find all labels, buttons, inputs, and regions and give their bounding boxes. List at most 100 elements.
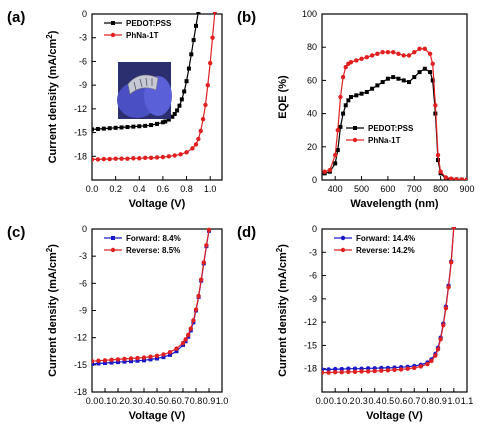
data-point [340,74,346,80]
y-tick-label: -12 [74,333,87,343]
legend-marker [110,32,116,38]
legend-marker [111,236,115,240]
data-point [154,155,160,160]
data-point [322,169,327,174]
data-point [163,119,168,124]
data-point [102,358,108,363]
data-point [177,103,182,108]
data-point [101,156,107,162]
data-point [155,121,159,126]
data-point [148,354,153,359]
x-tick-label: 600 [380,184,395,194]
data-point [422,46,428,52]
data-point [436,158,440,163]
x-axis-label: Wavelength (nm) [350,198,439,210]
y-axis-label-main: Current density (mA/cm [47,252,59,377]
data-point [348,59,354,65]
panel-c: (c) 0.0 0.1 0.2 0.3 0.4 0.5 0.6 0.7 0.8 0.9 1.0 0 -3 -… [7,224,228,422]
data-point [95,127,100,132]
y-axis-label-sup: 2 [45,247,54,252]
y-axis-label-main: Current density (mA/cm [47,39,59,164]
y-tick-label: 0 [312,175,317,185]
x-tick-label: 0.4 [133,184,146,194]
data-point [203,102,208,108]
data-point [142,155,148,161]
x-tick-label: 0.0 [86,396,99,406]
y-axis-label: Current density (mA/cm2) [275,244,289,377]
data-point [190,146,195,151]
data-point [92,361,94,366]
data-point [428,70,433,75]
panel-label: (b) [237,9,256,26]
x-tick-label: 1.1 [461,396,474,406]
x-axis-label: Voltage (V) [129,410,186,422]
data-point [142,358,146,363]
data-point [396,51,401,57]
data-point [443,305,449,311]
data-point [141,355,147,360]
y-axis-label: EQE (%) [277,75,289,119]
data-point [396,76,401,81]
y-tick-label: -18 [304,364,317,374]
data-point [335,148,340,153]
series-1 [322,227,457,375]
data-point [148,155,154,161]
legend-label: PhNa-1T [368,136,401,145]
data-point [188,326,193,331]
x-tick-label: 0.7 [408,396,421,406]
data-point [370,86,375,91]
plot-frame [321,228,468,393]
y-tick-label: -15 [304,340,317,350]
data-point [352,366,358,371]
data-point [379,368,384,373]
data-point [109,360,114,365]
data-point [385,368,391,373]
data-point [95,157,101,162]
data-point [129,359,133,364]
data-point [135,355,140,361]
data-point [429,358,434,364]
data-point [119,125,124,130]
data-point [354,93,359,98]
data-point [122,359,127,364]
data-point [113,125,118,130]
data-point [179,97,184,102]
data-point [332,370,338,375]
x-tick-label: 0.8 [421,396,434,406]
legend-label: PEDOT:PSS [126,19,172,28]
data-point [417,46,422,52]
data-point [339,370,344,375]
data-point [184,79,189,84]
x-tick-label: 0.9 [434,396,447,406]
data-point [178,152,183,157]
y-axis-label-tail: ) [47,30,59,34]
data-point [346,366,351,371]
y-tick-label: -3 [79,33,87,43]
x-tick-label: 800 [433,184,448,194]
data-point [201,260,206,265]
y-axis-label: Current density (mA/cm2) [45,244,59,377]
data-point [160,120,165,125]
y-tick-label: -3 [309,247,317,257]
y-tick-label: 0 [312,224,317,234]
x-tick-label: 1.0 [204,184,217,194]
data-point [364,54,370,60]
data-point [191,318,196,323]
data-point [327,167,333,173]
x-tick-label: 0.0 [316,396,329,406]
data-point [464,177,467,180]
y-axis-label-sup: 2 [275,247,284,252]
data-point [131,124,136,129]
data-point [412,365,417,371]
data-point [407,80,411,85]
data-point [115,357,121,362]
series-1 [92,227,212,364]
x-tick-label: 0.4 [368,396,381,406]
panel-label: (a) [7,9,25,26]
data-point [174,346,179,351]
data-point [154,353,160,358]
y-tick-label: 100 [302,9,317,19]
photo-inset [117,62,172,119]
y-tick-label: 80 [307,42,317,52]
series-1 [322,46,467,180]
